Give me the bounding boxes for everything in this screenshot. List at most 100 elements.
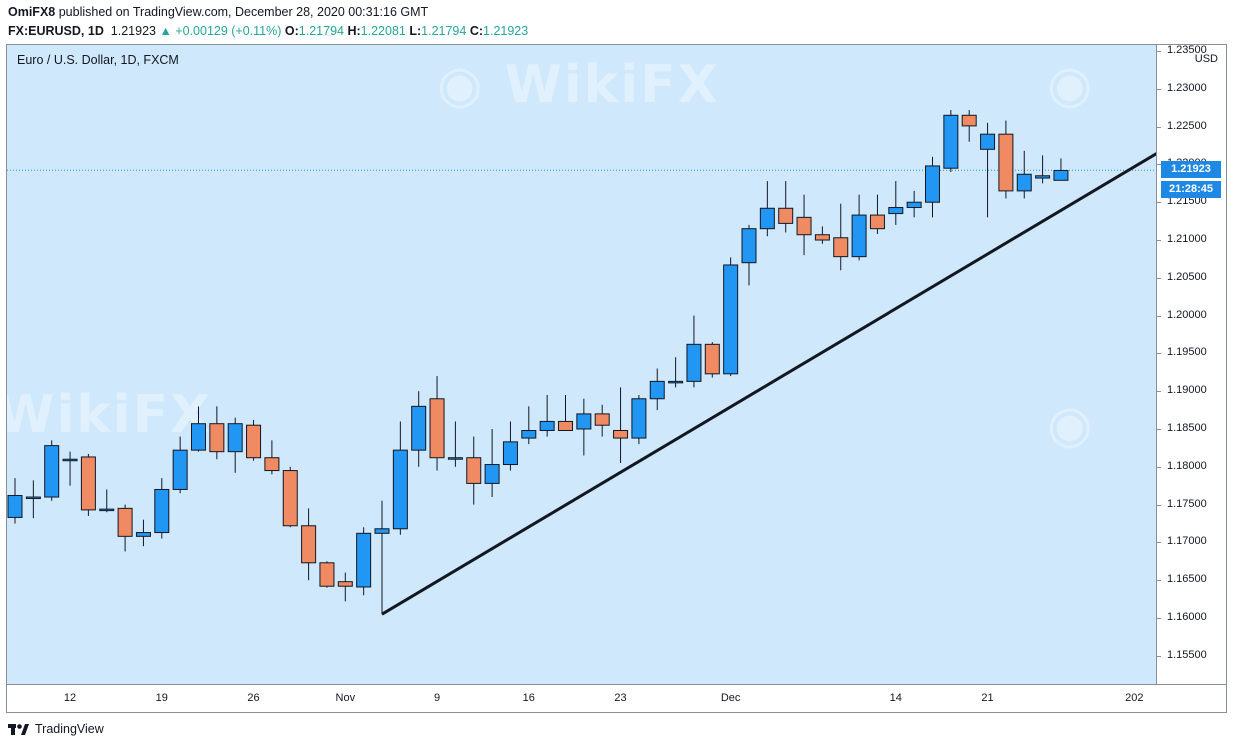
candle[interactable] (264, 440, 280, 475)
candle[interactable] (869, 194, 885, 234)
candle[interactable] (833, 203, 849, 271)
candle-body-down (301, 525, 317, 564)
candle[interactable] (668, 357, 684, 388)
candle[interactable] (594, 404, 610, 437)
candle[interactable] (154, 478, 170, 539)
candle[interactable] (44, 440, 60, 501)
time-tick-label: 26 (247, 692, 260, 704)
candle-body-up (980, 133, 996, 150)
candle[interactable] (778, 181, 794, 233)
candle[interactable] (1035, 155, 1051, 184)
candle[interactable] (925, 156, 940, 218)
candle[interactable] (558, 394, 573, 432)
candle[interactable] (429, 376, 445, 471)
chart-legend-title: Euro / U.S. Dollar, 1D, FXCM (17, 53, 179, 67)
low-label: L: (409, 24, 422, 38)
candle[interactable] (851, 194, 867, 261)
candle[interactable] (356, 527, 372, 596)
price-tick-label: 1.22500 (1167, 119, 1207, 132)
candle-body-up (7, 495, 23, 518)
candle[interactable] (172, 436, 188, 494)
candle[interactable] (447, 421, 463, 467)
candle[interactable] (814, 226, 830, 244)
candle[interactable] (25, 480, 41, 519)
candle-body-down (337, 581, 353, 587)
chart-plot-area[interactable]: ◉ WikiFX ◉ WikiFX ◉ Euro / U.S. Dollar, … (6, 44, 1157, 685)
high-value: 1.22081 (360, 24, 406, 38)
candle[interactable] (723, 257, 739, 377)
candle[interactable] (246, 419, 262, 461)
candle[interactable] (7, 478, 23, 524)
candle[interactable] (117, 504, 133, 552)
candle[interactable] (759, 181, 775, 237)
candlestick-chart[interactable] (7, 45, 1157, 685)
trendline[interactable] (381, 139, 1157, 616)
candle-body-up (62, 458, 78, 462)
price-tick-mark (1157, 164, 1161, 166)
candle[interactable] (502, 421, 518, 471)
candle[interactable] (741, 224, 757, 286)
candle[interactable] (80, 453, 96, 516)
watermark-logo: WikiFX (6, 385, 213, 445)
candle[interactable] (392, 421, 408, 535)
candle[interactable] (686, 315, 702, 388)
candle[interactable] (319, 561, 335, 588)
price-tick-mark (1157, 617, 1161, 619)
candle-body-up (723, 264, 739, 375)
price-tick-label: 1.21000 (1167, 233, 1207, 246)
candle[interactable] (796, 194, 812, 256)
candle[interactable] (99, 489, 115, 513)
time-tick-label: 14 (889, 692, 902, 704)
candle[interactable] (576, 398, 592, 456)
candle[interactable] (227, 417, 243, 473)
candle[interactable] (998, 120, 1014, 199)
candle[interactable] (613, 387, 629, 464)
candle[interactable] (282, 466, 298, 528)
watermark-logo: ◉ (1047, 395, 1095, 455)
author-name[interactable]: OmiFX8 (8, 5, 56, 19)
candle[interactable] (62, 451, 78, 486)
time-axis[interactable]: 12 19 26 Nov 9 16 23 Dec 14 21 202 (6, 685, 1227, 713)
candle[interactable] (943, 110, 959, 172)
price-tick-label: 1.23500 (1167, 44, 1207, 57)
candle[interactable] (906, 190, 922, 218)
tradingview-brand[interactable]: TradingView (35, 722, 104, 736)
candle[interactable] (704, 342, 720, 378)
candle[interactable] (1053, 158, 1069, 181)
price-tick-label: 1.18500 (1167, 421, 1207, 434)
candle[interactable] (521, 406, 537, 445)
candle[interactable] (301, 508, 317, 581)
candle[interactable] (209, 406, 225, 460)
candle[interactable] (1016, 150, 1032, 199)
candle[interactable] (337, 572, 353, 602)
candle[interactable] (980, 122, 996, 218)
candle-body-up (447, 457, 463, 460)
watermark-logo: ◉ (1047, 55, 1095, 115)
close-value: 1.21923 (483, 24, 529, 38)
time-tick-label: Nov (335, 692, 356, 704)
candle[interactable] (135, 519, 151, 547)
candle[interactable] (539, 394, 555, 437)
price-axis[interactable]: 1.235001.230001.225001.220001.215001.210… (1157, 44, 1227, 685)
last-price-badge: 1.21923 (1161, 161, 1221, 179)
candle[interactable] (649, 368, 665, 411)
price-tick-label: 1.20500 (1167, 270, 1207, 283)
candle-body-down (246, 424, 262, 459)
candle-body-up (44, 445, 60, 498)
candle[interactable] (374, 500, 390, 615)
time-tick-label: 16 (522, 692, 535, 704)
candle[interactable] (411, 391, 427, 467)
candle-body-up (1016, 173, 1032, 192)
symbol-label: FX:EURUSD, 1D (8, 24, 104, 38)
candle-body-down (558, 420, 573, 432)
candle[interactable] (466, 436, 482, 505)
candle-body-down (961, 114, 977, 127)
candle[interactable] (631, 394, 647, 445)
candle[interactable] (484, 428, 500, 498)
bar-countdown-badge: 21:28:45 (1161, 181, 1221, 199)
candle[interactable] (961, 110, 977, 142)
candle-body-down (594, 413, 610, 426)
candle-body-up (943, 114, 959, 169)
candle[interactable] (888, 181, 904, 225)
candle[interactable] (191, 406, 206, 452)
